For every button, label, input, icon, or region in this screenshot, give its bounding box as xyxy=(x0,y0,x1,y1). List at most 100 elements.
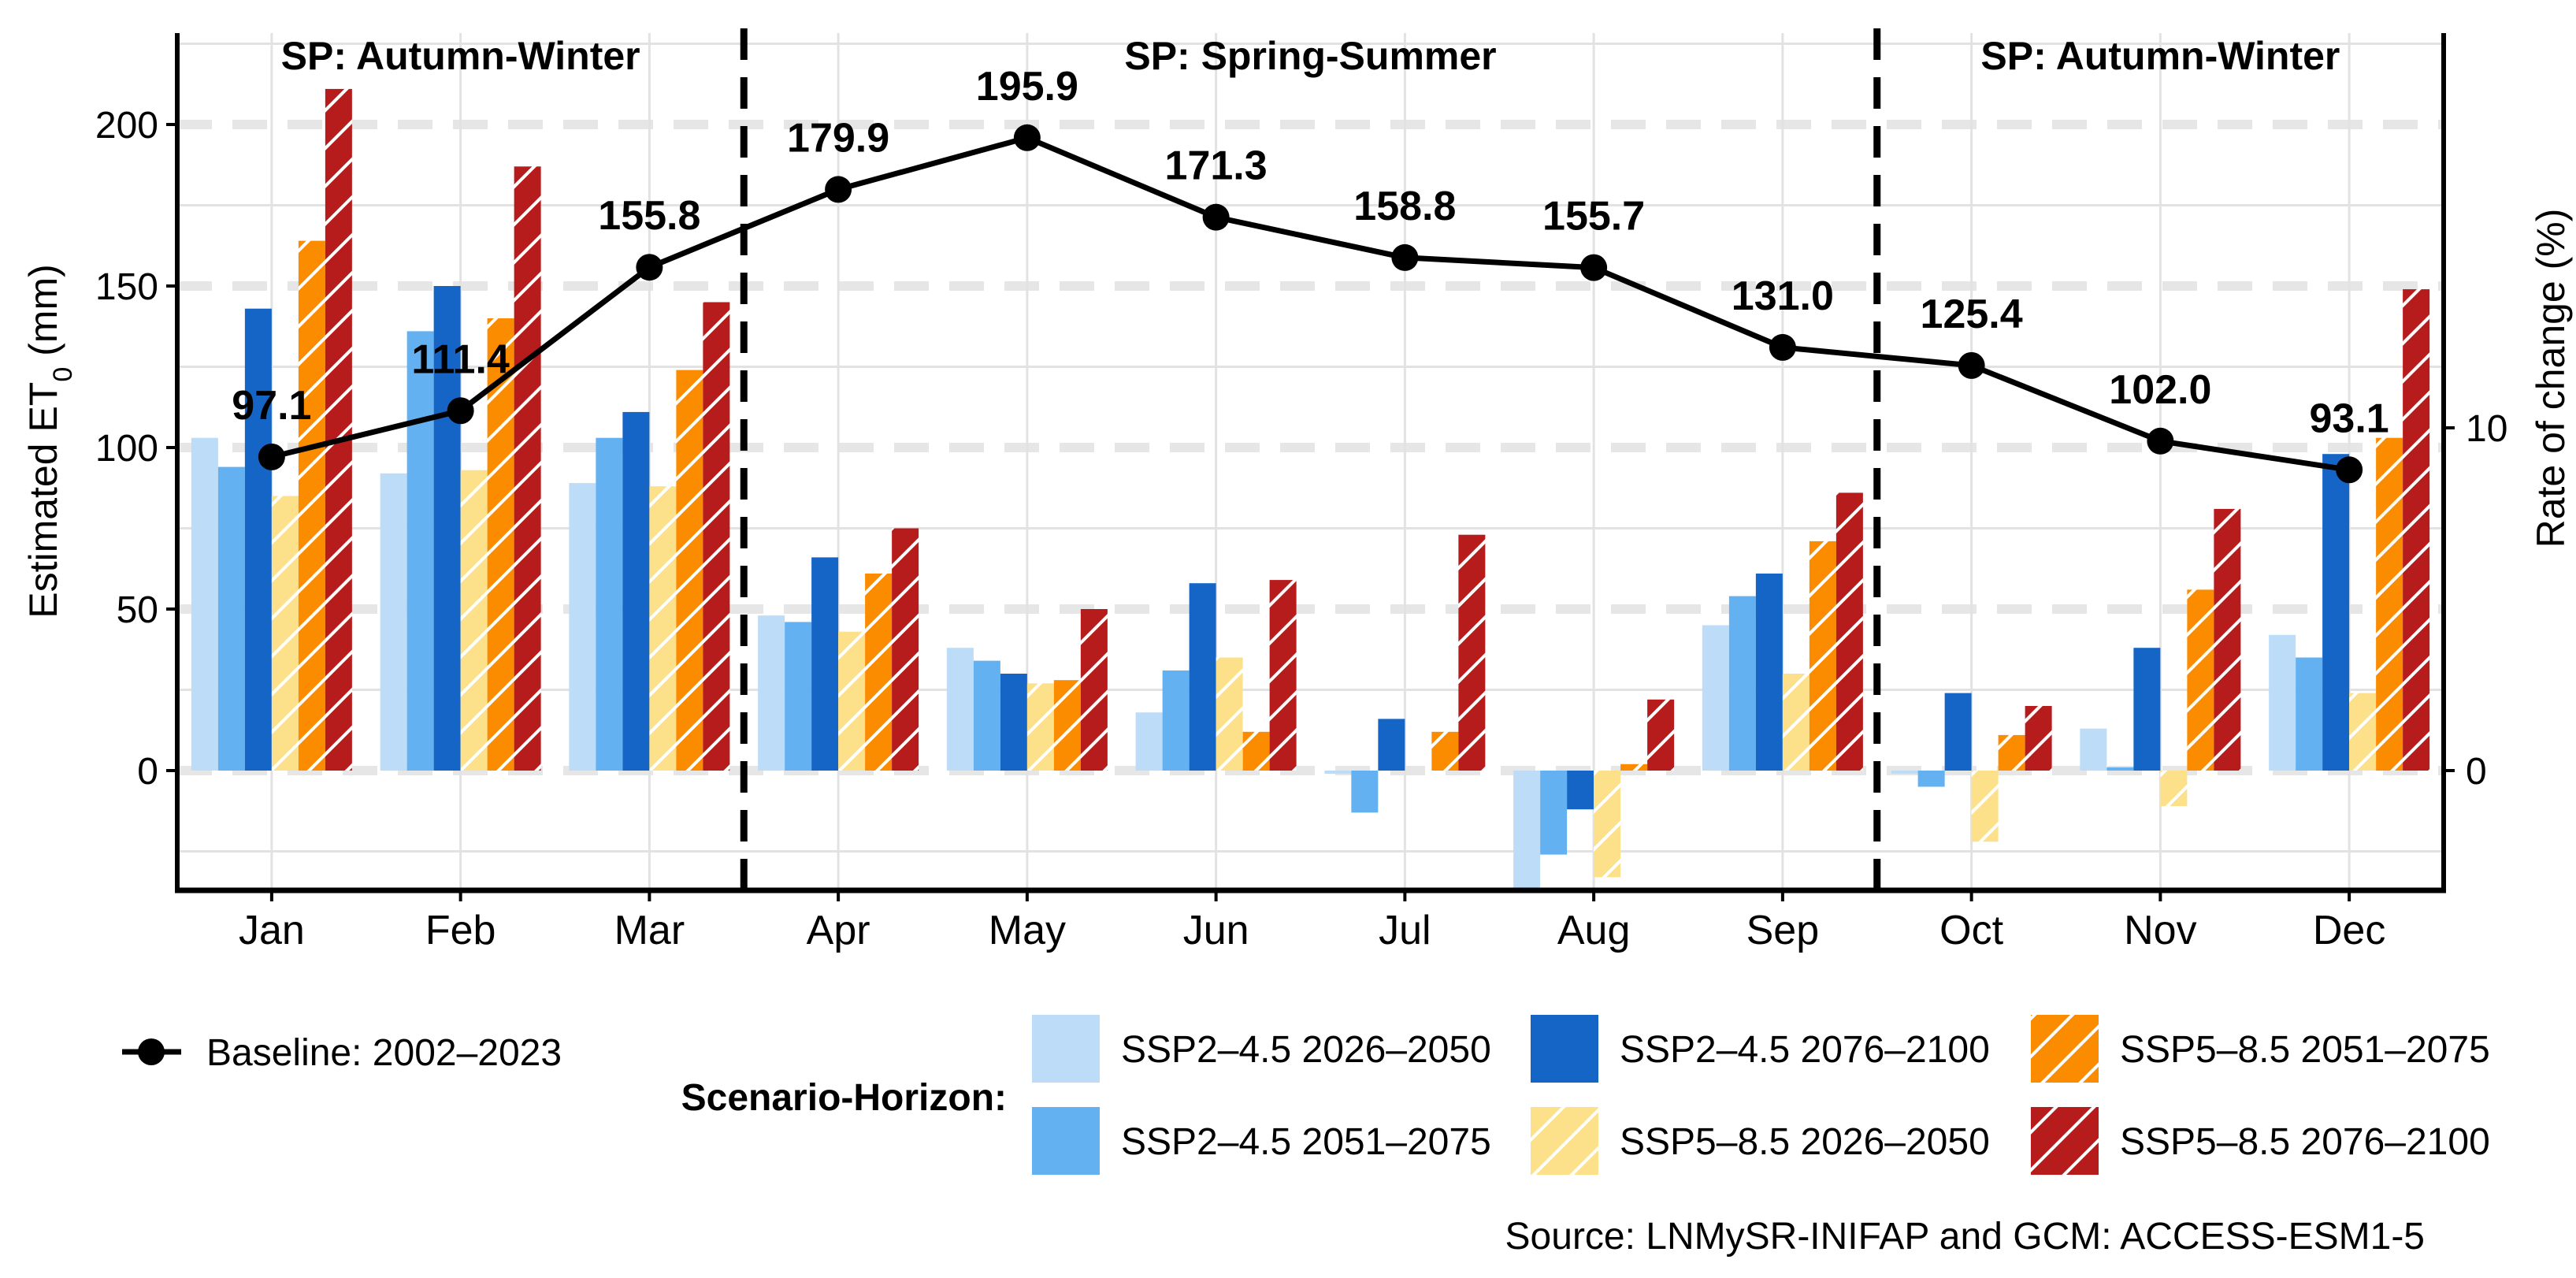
period-labels: SP: Autumn-Winter SP: Spring-Summer SP: Au… xyxy=(281,34,2340,78)
bar xyxy=(1944,693,1972,771)
source-note: Source: LNMySR-INIFAP and GCM: ACCESS-ES… xyxy=(1505,1216,2425,1258)
bar xyxy=(433,286,461,771)
bar xyxy=(460,470,488,771)
baseline-series: 97.1 111.4 155.8 179.9 195.9 171.3 158.8 155.7 1… xyxy=(232,64,2389,484)
legend-baseline-marker xyxy=(138,1038,165,1065)
bar xyxy=(1053,680,1081,771)
bar xyxy=(298,240,325,771)
bar xyxy=(1835,492,1863,771)
bar xyxy=(892,528,919,771)
baseline-value-label: 179.9 xyxy=(787,115,889,161)
bar xyxy=(1702,625,1729,771)
y-tick-label: 100 xyxy=(95,428,158,470)
bar xyxy=(1728,596,1756,771)
y-tick-label: 150 xyxy=(95,266,158,308)
bar xyxy=(2160,771,2188,807)
bar xyxy=(487,318,514,771)
bar xyxy=(1216,657,1243,771)
bar xyxy=(2106,767,2134,771)
baseline-point xyxy=(636,254,663,281)
y-tick-label: 200 xyxy=(95,105,158,147)
legend-swatch xyxy=(2031,1015,2099,1083)
legend-title: Scenario-Horizon: xyxy=(681,1077,1007,1119)
bar xyxy=(325,88,352,771)
baseline-value-label: 195.9 xyxy=(976,64,1078,110)
y-tick-label-right: 10 xyxy=(2466,408,2507,450)
period-label: SP: Autumn-Winter xyxy=(281,34,640,78)
bar xyxy=(1594,771,1621,878)
bar xyxy=(973,660,1000,771)
bar xyxy=(217,466,245,771)
legend-swatch xyxy=(2031,1107,2099,1175)
baseline-point xyxy=(1391,243,1419,271)
bar xyxy=(1567,771,1594,810)
x-tick-label: Mar xyxy=(614,908,685,953)
bar xyxy=(2080,728,2107,771)
bars xyxy=(191,88,2430,890)
bar xyxy=(946,648,974,771)
bar xyxy=(1189,583,1216,771)
x-tick-label: Sep xyxy=(1746,908,1820,953)
x-tick-label: Oct xyxy=(1939,908,2003,953)
bar xyxy=(1809,541,1836,771)
legend-swatch xyxy=(1531,1107,1598,1175)
bar xyxy=(1971,771,1999,842)
bar xyxy=(838,631,866,771)
baseline-point xyxy=(1013,124,1041,151)
bar xyxy=(271,496,299,771)
x-tick-label: Aug xyxy=(1557,908,1631,953)
baseline-point xyxy=(1769,333,1796,361)
x-tick-label: May xyxy=(989,908,1066,953)
bar xyxy=(596,437,623,771)
bar xyxy=(811,557,839,771)
bar xyxy=(1755,573,1783,771)
baseline-point xyxy=(2336,456,2363,484)
bar xyxy=(2296,657,2323,771)
bar xyxy=(622,411,650,771)
bar xyxy=(1269,580,1297,771)
bar xyxy=(758,615,785,771)
baseline-value-label: 93.1 xyxy=(2310,396,2389,441)
bar xyxy=(1782,674,1810,771)
bar xyxy=(191,437,218,771)
bar xyxy=(1026,683,1054,771)
y-tick-label: 0 xyxy=(137,751,158,793)
x-tick-label: Nov xyxy=(2124,908,2196,953)
bar xyxy=(1242,731,1270,771)
bar xyxy=(2269,634,2296,771)
bar xyxy=(2187,589,2214,771)
baseline-point xyxy=(447,397,474,425)
legend-item-label: SSP5–8.5 2076–2100 xyxy=(2120,1121,2490,1163)
x-tick-label: Dec xyxy=(2313,908,2385,953)
legend-item-label: SSP2–4.5 2076–2100 xyxy=(1620,1029,1990,1071)
baseline-point xyxy=(1580,254,1608,281)
baseline-value-label: 102.0 xyxy=(2109,367,2211,413)
bar xyxy=(2322,454,2350,771)
bar xyxy=(2214,508,2241,771)
bar xyxy=(865,573,893,771)
legend-item-label: SSP5–8.5 2026–2050 xyxy=(1620,1121,1990,1163)
x-tick-label: Jul xyxy=(1379,908,1431,953)
bar xyxy=(2376,437,2403,771)
bar xyxy=(569,483,596,771)
bar xyxy=(1431,731,1459,771)
legend-item-label: SSP2–4.5 2051–2075 xyxy=(1121,1121,1491,1163)
bar xyxy=(1647,699,1675,771)
bar xyxy=(1378,719,1405,771)
x-tick-label: Jan xyxy=(239,908,305,953)
bar xyxy=(1891,771,1918,775)
baseline-point xyxy=(825,176,852,203)
baseline-point xyxy=(258,443,285,470)
bar xyxy=(1458,534,1486,771)
bar xyxy=(1162,670,1190,771)
bar xyxy=(406,331,434,771)
bar xyxy=(1351,771,1379,813)
legend: Baseline: 2002–2023 SSP2–4.5 2026–2050 SSP… xyxy=(122,1015,2490,1175)
baseline-value-label: 155.8 xyxy=(598,193,700,239)
y-tick-label-right: 0 xyxy=(2466,751,2487,793)
bar xyxy=(244,308,272,771)
bar xyxy=(1917,771,1945,787)
bar xyxy=(649,486,677,771)
legend-baseline-label: Baseline: 2002–2023 xyxy=(206,1032,562,1074)
baseline-line xyxy=(271,135,2350,473)
